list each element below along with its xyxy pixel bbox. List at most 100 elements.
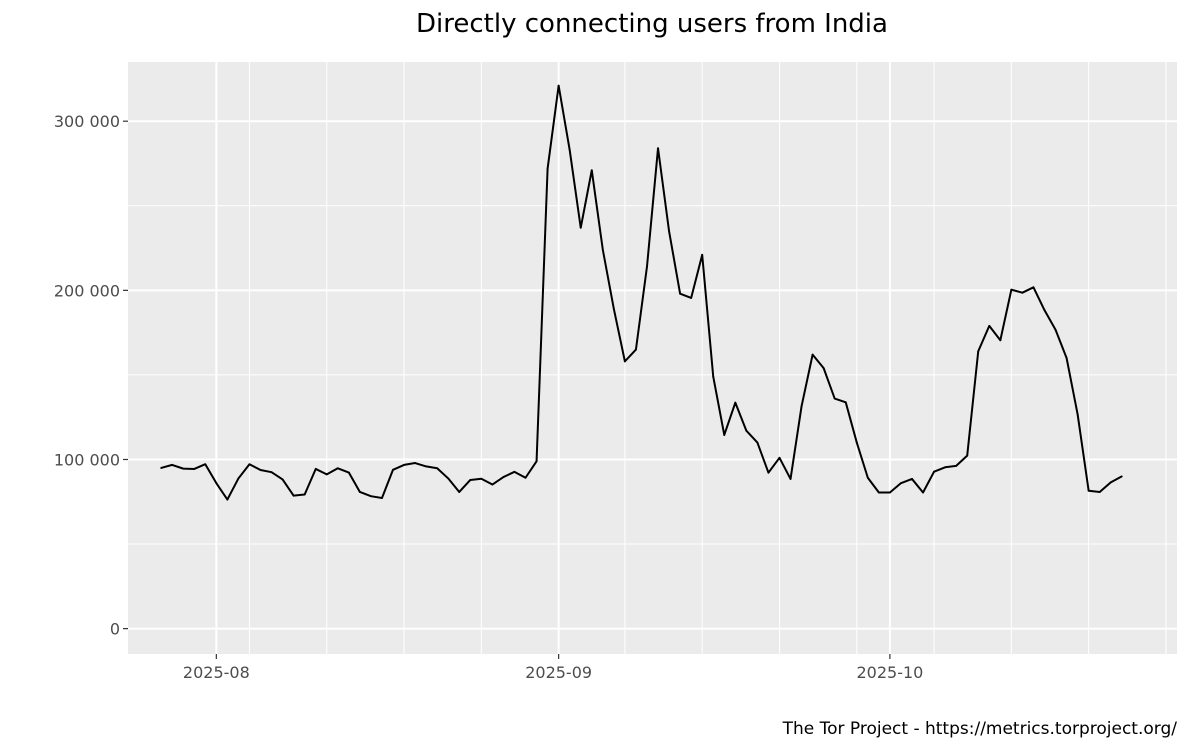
data-point [248,463,251,466]
data-point [1098,491,1101,493]
data-point [900,482,902,485]
data-point [977,350,980,353]
data-point [855,441,858,444]
data-point [347,471,350,474]
data-point [403,464,405,466]
data-point [623,360,626,363]
data-point [955,465,958,467]
data-point [1054,328,1057,331]
data-point [513,470,516,473]
data-point [1021,291,1024,294]
data-point [833,397,836,400]
data-point [215,482,218,485]
y-tick-label: 200 000 [54,281,120,300]
data-point [889,491,891,494]
x-axis: 2025-08 2025-09 2025-10 [183,654,923,682]
data-point [303,493,306,496]
data-point [822,367,825,370]
data-point [204,463,207,466]
data-point [745,429,748,432]
series-layer [160,84,1123,501]
data-point [491,483,494,486]
data-point [579,226,582,229]
data-point [646,265,648,268]
data-point [447,477,450,480]
data-point [701,253,704,256]
data-point [292,494,295,497]
data-point [182,467,185,470]
data-point [933,470,935,473]
chart-title: Directly connecting users from India [416,9,888,39]
x-tick-label: 2025-10 [856,663,923,682]
data-point [270,471,273,474]
data-point [767,471,770,474]
y-tick-label: 100 000 [54,450,120,469]
data-point [612,308,615,310]
x-tick-label: 2025-09 [525,663,592,682]
data-point [1076,413,1079,416]
data-point [546,167,549,170]
data-point [668,230,670,233]
data-point [844,401,847,404]
data-point [800,405,803,408]
data-point [723,434,726,436]
data-point [734,401,737,404]
data-point [966,454,969,457]
data-point [314,468,317,470]
data-point [690,297,693,299]
data-point [524,476,527,479]
data-point [557,84,560,87]
data-point [193,468,196,470]
data-point [1043,309,1046,312]
data-point [568,149,571,151]
data-point [944,466,947,469]
data-point [679,292,682,295]
data-point [590,169,593,172]
data-point [370,495,372,498]
data-point [712,375,715,378]
data-point [171,464,174,466]
data-point [811,353,814,356]
data-point [469,479,472,481]
data-point [778,456,781,459]
data-point [381,497,383,499]
data-point [1032,286,1035,289]
y-tick-label: 0 [110,620,120,639]
data-point [458,491,461,493]
data-point [789,478,792,480]
data-point [988,324,991,327]
chart-caption: The Tor Project - https://metrics.torpro… [782,719,1178,739]
data-point [1010,288,1013,291]
data-point [281,478,284,481]
data-point [425,465,428,468]
major-gridlines [128,62,1177,654]
x-tick-label: 2025-08 [183,663,250,682]
data-point [999,339,1002,342]
y-tick-label: 300 000 [54,112,120,131]
series-line-1 [160,84,1123,501]
data-point [922,491,924,494]
data-point [226,498,229,501]
data-point [1065,357,1068,359]
data-point [756,441,759,444]
plot-panel [128,62,1177,654]
data-point [480,477,483,480]
data-point [1120,475,1123,478]
data-point [535,460,538,463]
data-point [160,467,163,469]
data-point [358,491,361,493]
data-point [392,468,394,471]
data-point [866,476,869,479]
data-point [237,477,240,480]
data-point [325,473,328,476]
data-point [259,469,262,471]
data-point [635,348,637,351]
data-point [657,147,659,150]
data-point [1109,481,1112,484]
data-point [877,491,880,494]
y-axis: 0 100 000 200 000 300 000 [54,112,128,639]
data-point [414,462,416,464]
data-point [336,467,339,470]
data-point [502,476,505,478]
